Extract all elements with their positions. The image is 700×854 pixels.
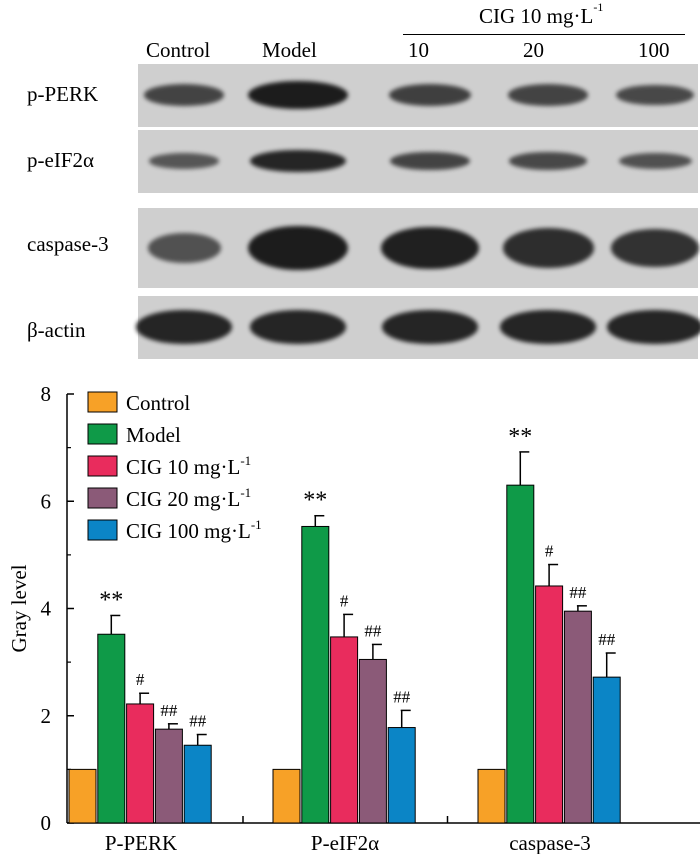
blot-band <box>616 84 694 106</box>
bar <box>154 728 183 824</box>
significance-mark: ** <box>99 587 123 613</box>
y-axis-label: Gray level <box>7 564 31 652</box>
significance-mark: # <box>340 591 349 610</box>
blot-band <box>147 233 221 263</box>
lane-header-dose-10: 10 <box>408 38 429 62</box>
blot-band <box>500 310 596 344</box>
significance-mark: ## <box>393 687 411 706</box>
blot-band <box>248 226 348 270</box>
legend-swatch <box>87 519 118 541</box>
bar <box>272 768 301 824</box>
bar <box>506 484 535 824</box>
blot-band <box>502 228 594 268</box>
legend-swatch <box>87 423 118 445</box>
blot-band <box>610 229 700 267</box>
bar <box>68 768 97 824</box>
y-tick-label: 2 <box>41 704 52 728</box>
y-tick-label: 8 <box>41 382 52 406</box>
legend-swatch <box>87 391 118 413</box>
significance-mark: ** <box>303 488 327 514</box>
legend-label: CIG 20 mg·L-1 <box>126 485 251 511</box>
bar <box>301 525 330 824</box>
significance-mark: ## <box>364 621 382 640</box>
legend-label: Control <box>126 391 190 415</box>
blot-band <box>607 310 700 344</box>
bar <box>330 636 359 824</box>
significance-mark: # <box>136 670 145 689</box>
x-tick-label: caspase-3 <box>509 831 591 854</box>
bar <box>183 744 212 824</box>
blot-band <box>250 310 346 344</box>
lane-header-model: Model <box>262 38 317 62</box>
cig-group-label: CIG 10 mg·L-1 <box>479 0 603 29</box>
row-label-caspase-3: caspase-3 <box>27 232 109 256</box>
legend-label: CIG 100 mg·L-1 <box>126 517 262 543</box>
blot-band <box>381 226 479 270</box>
legend-label-sup: -1 <box>251 517 262 532</box>
legend-label-sup: -1 <box>240 485 251 500</box>
row-label-beta-actin: β-actin <box>27 318 86 342</box>
blot-band <box>508 84 588 106</box>
western-blot-panel: Control Model CIG 10 mg·L-1 10 20 100 p-… <box>0 0 700 372</box>
significance-mark: ## <box>598 630 616 649</box>
blot-band <box>148 153 220 169</box>
x-tick-label: P-eIF2α <box>311 831 379 854</box>
row-label-p-perk: p-PERK <box>27 82 99 106</box>
bar <box>126 703 155 824</box>
bar <box>592 676 621 824</box>
significance-mark: ** <box>508 424 532 450</box>
blot-band <box>389 83 471 107</box>
y-tick-label: 0 <box>41 811 52 835</box>
bar <box>358 658 387 824</box>
row-label-p-eif2a: p-eIF2α <box>27 148 94 172</box>
blot-band <box>250 149 346 173</box>
significance-mark: ## <box>569 583 587 602</box>
blot-band <box>390 151 470 171</box>
legend-swatch <box>87 455 118 477</box>
legend-label: Model <box>126 423 181 447</box>
y-tick-label: 4 <box>41 597 52 621</box>
blot-band <box>509 152 587 170</box>
significance-mark: ## <box>189 712 207 731</box>
bar <box>535 585 564 824</box>
lane-header-dose-20: 20 <box>523 38 544 62</box>
bar <box>97 633 126 824</box>
y-tick-label: 6 <box>41 489 52 513</box>
blot-band <box>136 310 232 344</box>
cig-group-bracket-line <box>403 34 685 35</box>
cig-group-label-sup: -1 <box>593 0 604 14</box>
legend-label: CIG 10 mg·L-1 <box>126 453 251 479</box>
lane-header-dose-100: 100 <box>638 38 670 62</box>
significance-mark: # <box>545 542 554 561</box>
bar <box>563 610 592 824</box>
blot-band <box>144 84 224 106</box>
blot-band <box>618 152 692 170</box>
legend-swatch <box>87 487 118 509</box>
legend-label-sup: -1 <box>240 453 251 468</box>
blot-band <box>382 310 478 344</box>
cig-group-label-text: CIG 10 mg·L <box>479 4 594 28</box>
significance-mark: ## <box>160 701 178 720</box>
bar <box>387 727 416 824</box>
bar <box>477 768 506 824</box>
lane-header-control: Control <box>146 38 211 62</box>
blot-band <box>248 80 348 110</box>
x-tick-label: P-PERK <box>105 831 177 854</box>
